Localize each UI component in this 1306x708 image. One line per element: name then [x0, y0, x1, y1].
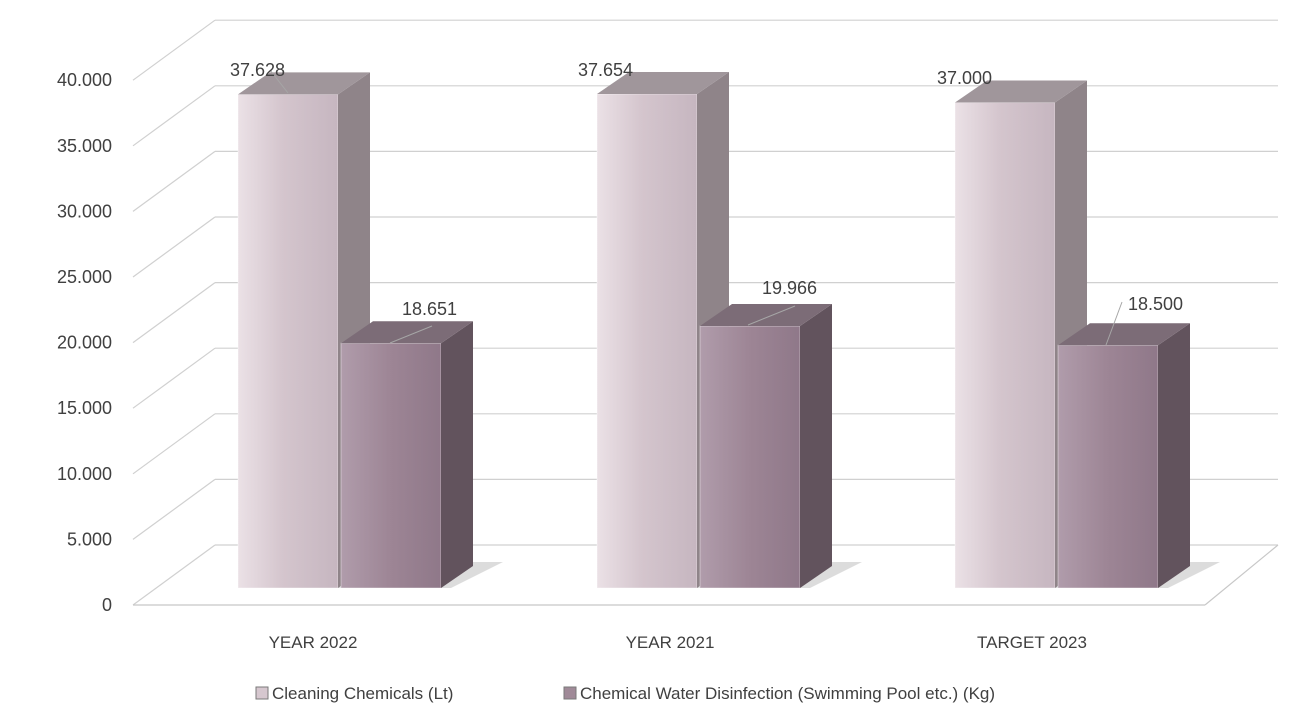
gridline-side	[132, 150, 216, 212]
bar-side	[1158, 323, 1190, 588]
y-tick-label: 35.000	[57, 136, 112, 156]
leader-line	[269, 69, 289, 94]
gridline-side	[132, 216, 216, 278]
y-axis: 0 5.000 10.000 15.000 20.000 25.000 30.000 35.0…	[57, 70, 112, 615]
data-label: 19.966	[762, 278, 817, 298]
data-label: 37.628	[230, 60, 285, 80]
leader-line	[1105, 301, 1123, 346]
bar-side	[800, 304, 832, 588]
y-tick-label: 30.000	[57, 201, 112, 221]
gridline-side	[132, 19, 216, 81]
bar-top	[341, 321, 473, 344]
legend-label: Cleaning Chemicals (Lt)	[272, 684, 453, 703]
bar-front	[340, 342, 442, 589]
x-axis: YEAR 2022 YEAR 2021 TARGET 2023	[269, 633, 1087, 652]
data-label: 37.000	[937, 68, 992, 88]
y-tick-label: 40.000	[57, 70, 112, 90]
bar-top	[1058, 323, 1190, 346]
y-tick-label: 10.000	[57, 464, 112, 484]
data-label: 18.651	[402, 299, 457, 319]
y-tick-label: 0	[102, 595, 112, 615]
legend-label: Chemical Water Disinfection (Swimming Po…	[580, 684, 995, 703]
legend-swatch	[255, 686, 269, 700]
floor-edge-right	[1204, 544, 1279, 606]
gridline-side	[132, 85, 216, 147]
x-tick-label: YEAR 2022	[269, 633, 358, 652]
legend: Cleaning Chemicals (Lt) Chemical Water Di…	[255, 684, 995, 703]
bar-top	[700, 304, 832, 327]
data-label: 18.500	[1128, 294, 1183, 314]
legend-item: Chemical Water Disinfection (Swimming Po…	[563, 684, 995, 703]
bar-front	[596, 93, 698, 589]
bar-front	[237, 93, 339, 589]
y-tick-label: 15.000	[57, 398, 112, 418]
bar-top	[597, 71, 729, 94]
y-tick-label: 20.000	[57, 333, 112, 353]
bar-top	[238, 72, 370, 95]
bars	[237, 71, 1190, 589]
bar-front	[1057, 344, 1159, 589]
bar	[340, 321, 473, 589]
x-tick-label: TARGET 2023	[977, 633, 1087, 652]
gridline-side	[132, 478, 216, 540]
leader-line	[389, 325, 433, 344]
data-label: 37.654	[578, 60, 633, 80]
bar-top	[955, 80, 1087, 103]
gridline-side	[132, 347, 216, 409]
bar	[1057, 323, 1190, 589]
bar-front	[699, 325, 801, 589]
bar	[699, 304, 832, 589]
legend-item: Cleaning Chemicals (Lt)	[255, 684, 453, 703]
data-labels: 37.628 37.654 37.000 18.651 19.966 18.500	[230, 60, 1183, 346]
legend-swatch	[563, 686, 577, 700]
x-tick-label: YEAR 2021	[626, 633, 715, 652]
y-tick-label: 25.000	[57, 267, 112, 287]
gridline-side	[132, 413, 216, 475]
gridline-side	[132, 544, 216, 606]
bar-front	[954, 102, 1056, 589]
y-tick-label: 5.000	[67, 529, 112, 549]
bar-side	[441, 321, 473, 588]
leader-line	[747, 305, 796, 326]
gridline-side	[132, 282, 216, 344]
